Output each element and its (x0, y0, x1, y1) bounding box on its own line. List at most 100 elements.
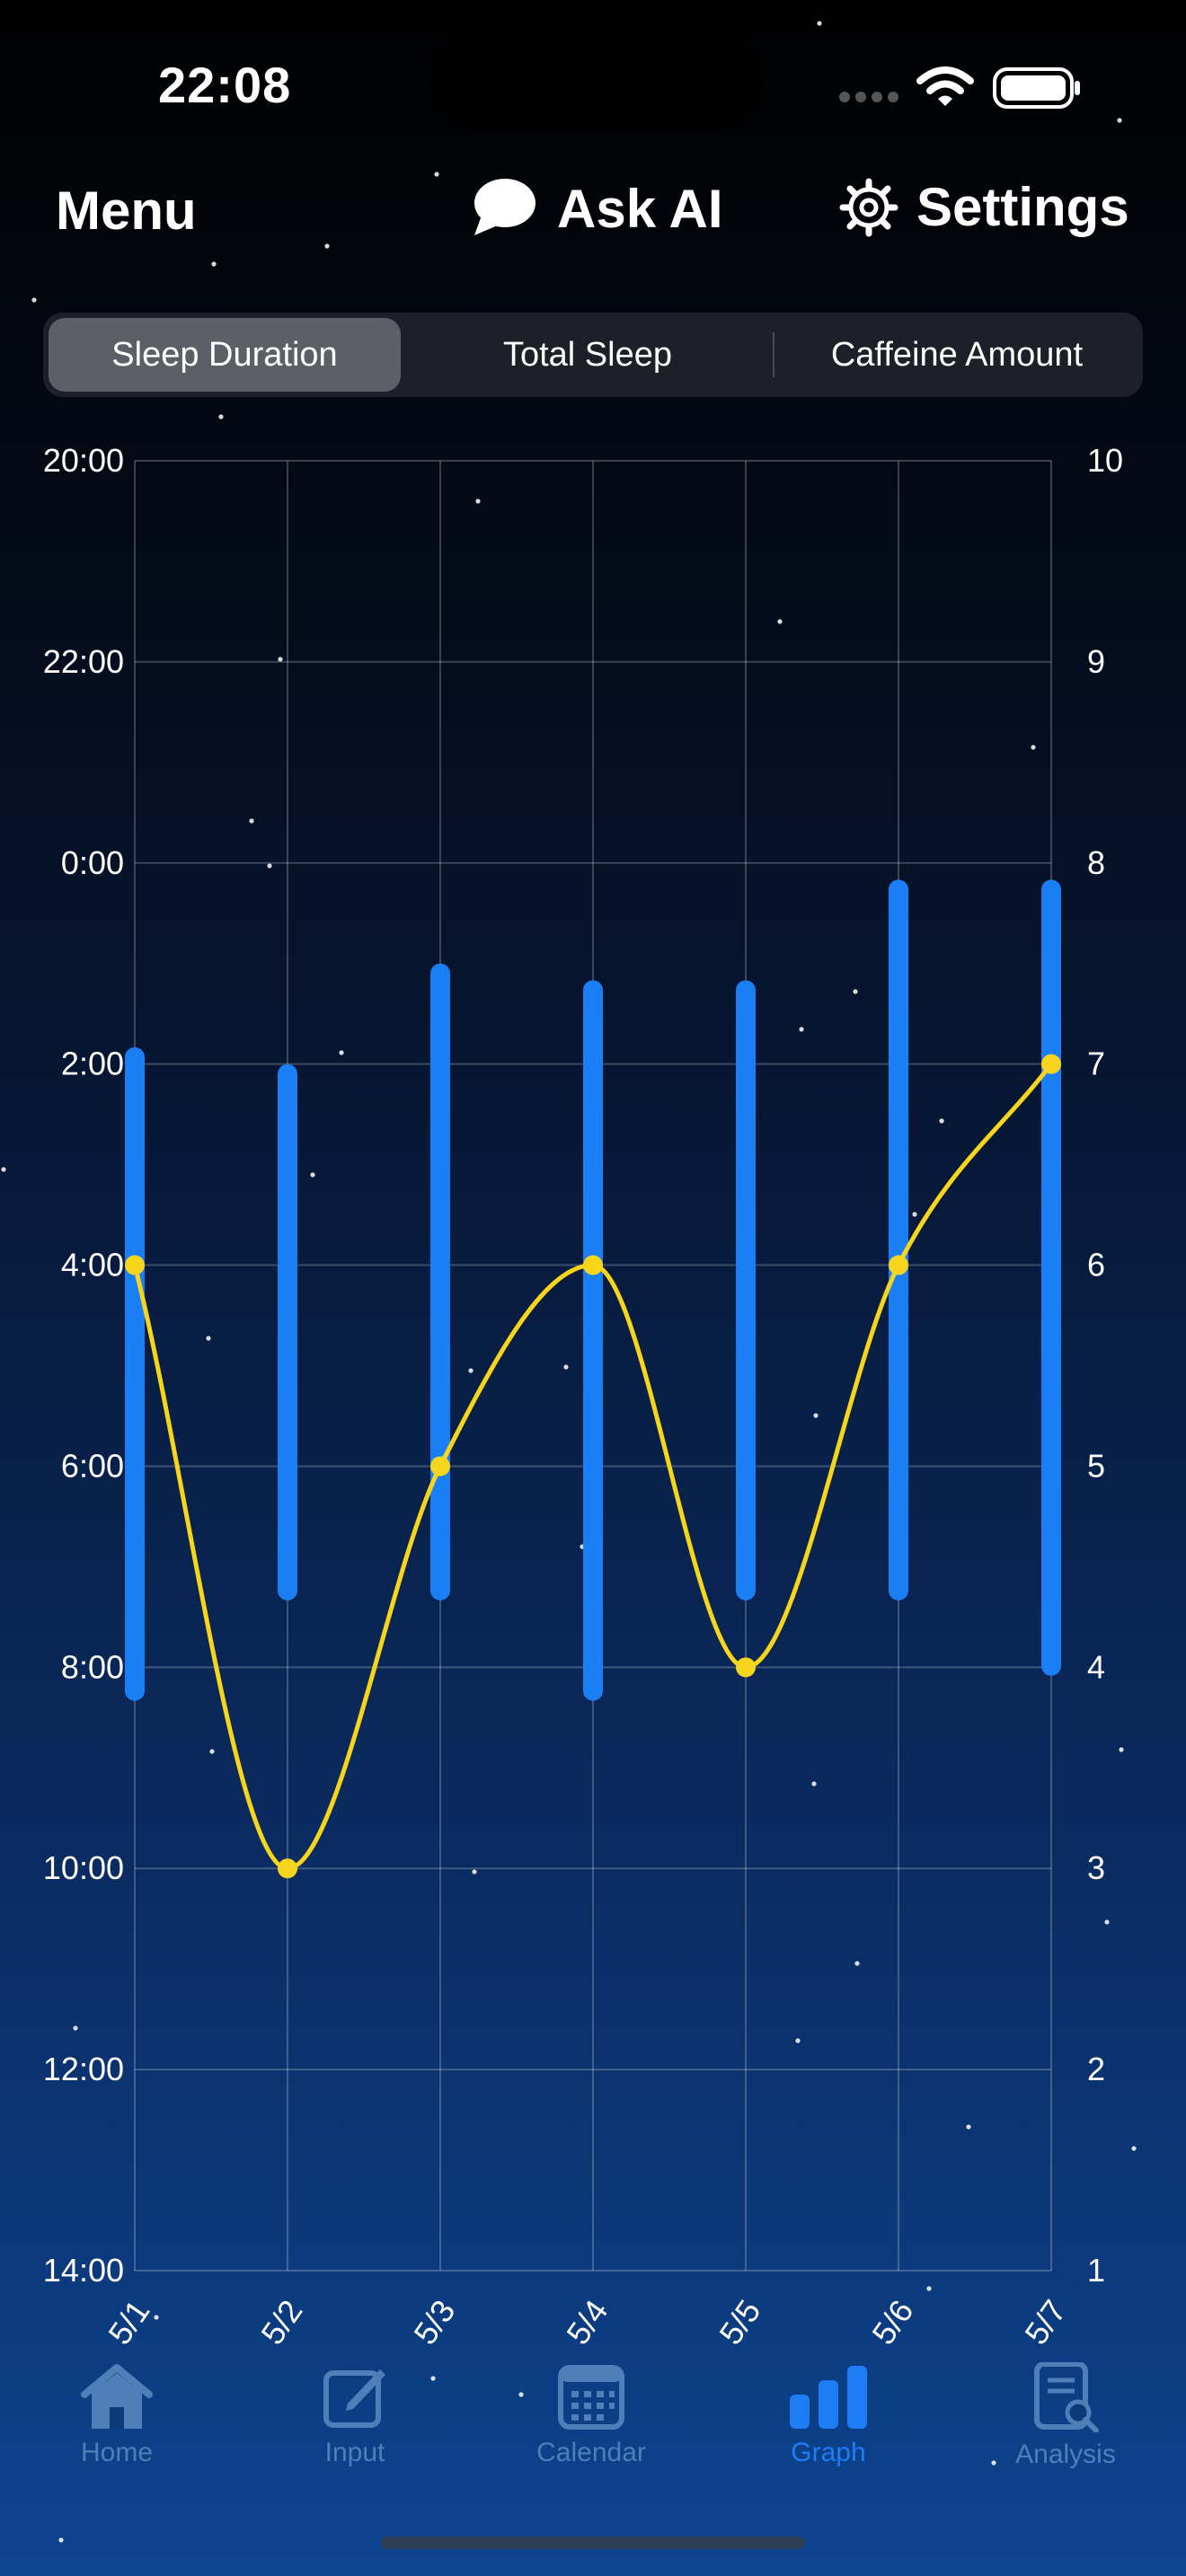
gear-icon (839, 178, 898, 236)
tab-home-label: Home (80, 2438, 154, 2467)
sleep-bar (1041, 879, 1061, 1676)
y-tick-label-left: 10:00 (43, 1849, 124, 1886)
segment-total-sleep[interactable]: Total Sleep (502, 335, 672, 374)
settings-button[interactable]: Settings (839, 176, 1129, 238)
home-indicator (381, 2536, 805, 2549)
star (475, 498, 481, 504)
bar-chart-icon (790, 2366, 867, 2429)
segment-divider (773, 332, 774, 377)
y-tick-label-left: 14:00 (43, 2252, 124, 2289)
star (966, 2124, 971, 2130)
tab-home[interactable]: Home (27, 2362, 207, 2468)
star (563, 1364, 569, 1370)
y-tick-label-left: 20:00 (43, 442, 124, 479)
y-tick-label-right: 3 (1087, 1849, 1105, 1886)
star (31, 297, 37, 303)
sleep-bar (889, 879, 908, 1601)
house-icon (81, 2364, 153, 2429)
ask-ai-button[interactable]: Ask AI (469, 176, 723, 241)
y-tick-label-right: 5 (1087, 1447, 1105, 1484)
y-tick-label-right: 6 (1087, 1247, 1105, 1284)
caffeine-point (430, 1456, 450, 1477)
document-search-icon (1034, 2362, 1099, 2432)
star (267, 863, 272, 869)
x-tick-label: 5/5 (712, 2293, 767, 2344)
metric-segmented-control: Sleep Duration Total Sleep Caffeine Amou… (43, 313, 1143, 397)
y-tick-label-right: 2 (1087, 2051, 1105, 2087)
star (799, 1027, 804, 1032)
star (813, 1413, 819, 1418)
tab-calendar[interactable]: Calendar (501, 2362, 681, 2468)
x-tick-label: 5/4 (559, 2293, 615, 2344)
x-tick-label: 5/7 (1017, 2293, 1073, 2344)
x-tick-label: 5/1 (101, 2293, 156, 2344)
star (211, 261, 217, 267)
star (209, 1749, 215, 1754)
y-tick-label-left: 6:00 (61, 1447, 124, 1484)
tab-graph[interactable]: Graph (739, 2362, 918, 2468)
star (1117, 118, 1122, 123)
pencil-square-icon (323, 2369, 385, 2428)
star (853, 989, 858, 994)
y-tick-label-left: 12:00 (43, 2051, 124, 2087)
chat-bubble-icon (474, 179, 535, 235)
star (1031, 745, 1036, 750)
star (817, 21, 822, 26)
star (468, 1368, 474, 1373)
segment-sleep-duration[interactable]: Sleep Duration (49, 318, 401, 392)
sleep-bar (125, 1047, 145, 1701)
star (1104, 1919, 1110, 1925)
caffeine-point (125, 1255, 145, 1275)
star (1, 1167, 6, 1172)
star (310, 1172, 315, 1178)
caffeine-point (1041, 1054, 1061, 1074)
star (1131, 2146, 1137, 2151)
caffeine-point (278, 1858, 297, 1879)
star (324, 243, 330, 249)
star (912, 1212, 917, 1217)
star (218, 414, 224, 419)
star (1119, 1747, 1124, 1752)
calendar-icon (558, 2365, 624, 2430)
segment-caffeine-amount[interactable]: Caffeine Amount (830, 335, 1084, 374)
caffeine-point (889, 1255, 908, 1275)
star (249, 818, 254, 824)
star (472, 1869, 477, 1875)
y-tick-label-right: 7 (1087, 1045, 1105, 1082)
menu-button[interactable]: Menu (56, 181, 197, 241)
sleep-bar (736, 980, 756, 1601)
tab-input-label: Input (324, 2438, 385, 2467)
star (434, 172, 439, 177)
star (278, 657, 283, 662)
x-tick-label: 5/3 (406, 2293, 462, 2344)
battery-icon (993, 67, 1080, 109)
y-tick-label-left: 4:00 (61, 1247, 124, 1284)
star (854, 1961, 860, 1966)
star (939, 1118, 944, 1124)
star (430, 2376, 436, 2381)
tab-graph-label: Graph (791, 2438, 866, 2467)
sleep-bar (430, 963, 450, 1601)
status-time: 22:08 (158, 57, 292, 113)
caffeine-point (736, 1657, 756, 1678)
settings-label: Settings (916, 177, 1129, 237)
sleep-caffeine-chart: 20:00 22:00 0:00 2:00 4:00 6:00 8:00 10:00 12:00… (43, 442, 1123, 2344)
star (926, 2286, 932, 2291)
star (795, 2038, 801, 2043)
y-tick-label-left: 2:00 (61, 1045, 124, 1082)
star (991, 2460, 996, 2466)
tab-calendar-label: Calendar (536, 2438, 646, 2467)
tab-analysis[interactable]: Analysis (976, 2362, 1155, 2470)
star (777, 619, 783, 624)
y-tick-label-left: 22:00 (43, 643, 124, 680)
tab-analysis-label: Analysis (1015, 2439, 1116, 2469)
signal-icon (839, 92, 898, 102)
ask-ai-label: Ask AI (557, 178, 723, 239)
sleep-bar (278, 1063, 297, 1601)
x-tick-label: 5/2 (253, 2293, 309, 2344)
star (811, 1781, 817, 1786)
wifi-icon (916, 66, 974, 106)
tab-input[interactable]: Input (265, 2362, 445, 2468)
y-tick-label-right: 10 (1087, 442, 1123, 479)
